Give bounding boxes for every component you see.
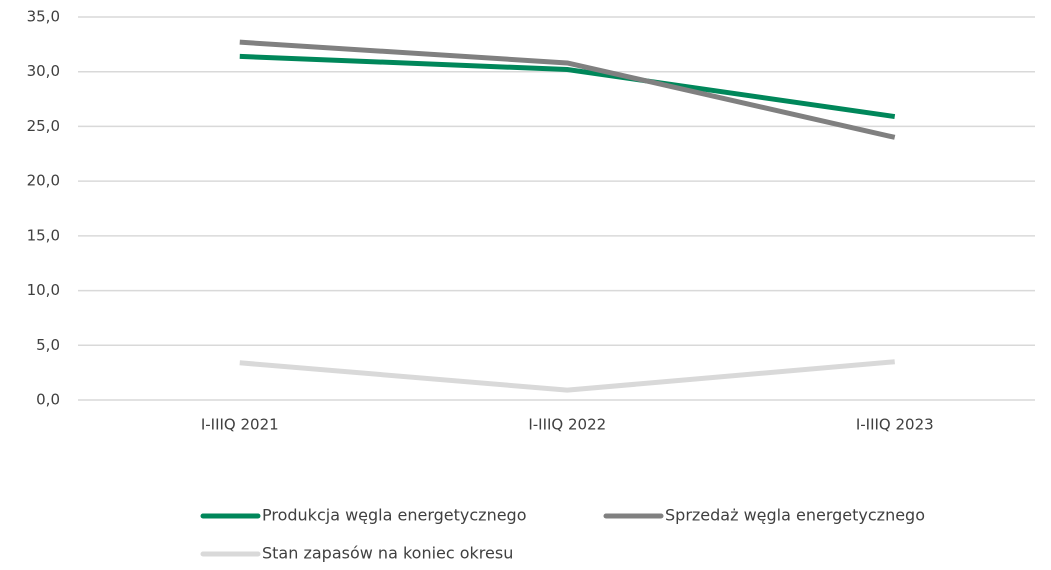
x-tick-label: I-IIIQ 2023 [856, 416, 934, 434]
y-tick-label: 20,0 [27, 172, 60, 190]
series-line [239, 53, 896, 120]
y-tick-label: 15,0 [27, 226, 60, 244]
series-line [239, 359, 895, 393]
x-tick-label: I-IIIQ 2021 [201, 416, 279, 434]
y-tick-label: 30,0 [27, 62, 60, 80]
y-tick-label: 25,0 [27, 117, 60, 135]
y-tick-label: 5,0 [36, 336, 60, 354]
series-line [239, 39, 896, 140]
legend-label: Sprzedaż węgla energetycznego [665, 506, 925, 525]
x-tick-label: I-IIIQ 2022 [528, 416, 606, 434]
y-tick-label: 0,0 [36, 391, 60, 409]
legend-label: Produkcja węgla energetycznego [262, 506, 527, 525]
y-tick-label: 35,0 [27, 8, 60, 26]
y-tick-label: 10,0 [27, 281, 60, 299]
legend-label: Stan zapasów na koniec okresu [262, 544, 513, 563]
